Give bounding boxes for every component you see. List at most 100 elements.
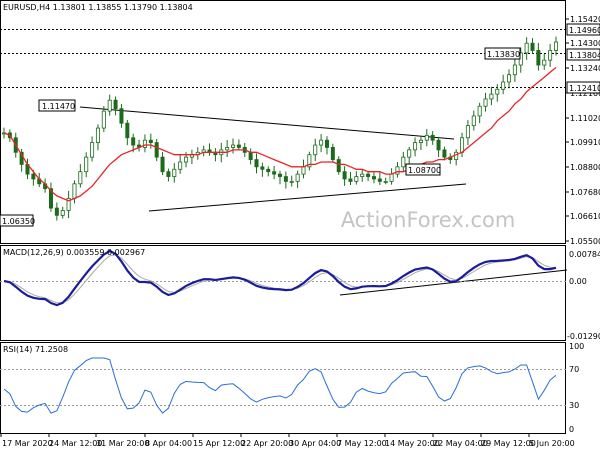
time-tick: 24 Mar 12:00: [49, 439, 102, 448]
candle-body: [371, 176, 376, 180]
candle-body: [307, 154, 312, 168]
candle-body: [424, 134, 429, 141]
candle-body: [113, 99, 118, 110]
rsi-tick: 0: [569, 425, 574, 434]
price-tick: 1.13240: [570, 64, 600, 73]
rsi-label: RSI(14) 71.2508: [3, 345, 68, 354]
candle-body: [395, 166, 400, 175]
candle-body: [166, 171, 171, 177]
moving-average-line: [3, 66, 557, 202]
candle-body: [324, 139, 329, 148]
candle-body: [272, 171, 277, 175]
candle-body: [542, 59, 547, 66]
candle-body: [148, 139, 153, 144]
candle-body: [407, 149, 412, 158]
candle-body: [107, 99, 112, 112]
candle-body: [289, 180, 294, 183]
candle-body: [301, 166, 306, 175]
candle-body: [389, 173, 394, 182]
macd-tick: 0.00: [569, 277, 587, 286]
price-tick: 1.09910: [570, 138, 600, 147]
candle-body: [260, 166, 265, 170]
candle-body: [524, 42, 529, 54]
time-tick: 14 May 20:00: [385, 439, 440, 448]
candle-body: [178, 161, 183, 170]
candle-body: [236, 144, 241, 148]
price-tick: 1.11020: [570, 114, 600, 123]
rsi-axis: 100 70 30 0: [569, 342, 584, 434]
candle-body: [477, 105, 482, 117]
candle-body: [536, 50, 541, 66]
candle-body: [330, 147, 335, 160]
annotation-low-mid: 1.08700: [408, 166, 441, 175]
candle-body: [225, 147, 230, 151]
price-tick: 1.05500: [570, 237, 600, 246]
candle-body: [283, 176, 288, 182]
candle-body: [172, 168, 177, 177]
macd-tick: 0.007841: [569, 250, 600, 259]
candle-body: [54, 207, 59, 216]
candle-body: [313, 144, 318, 156]
price-tick: 1.14300: [570, 39, 600, 48]
price-level-label-3: 1.12410: [569, 84, 600, 93]
candle-body: [366, 173, 371, 177]
candle-body: [295, 173, 300, 182]
candle-body: [360, 173, 365, 177]
time-tick: 15 Apr 12:00: [193, 439, 245, 448]
candle-body: [60, 210, 65, 216]
candle-body: [512, 64, 517, 76]
candle-body: [348, 178, 353, 182]
price-tick: 1.06610: [570, 212, 600, 221]
candle-body: [48, 188, 53, 209]
price-tick: 1.08800: [570, 163, 600, 172]
time-tick: 29 May 12:00: [481, 439, 536, 448]
candle-body: [460, 137, 465, 153]
candle-body: [184, 156, 189, 163]
time-tick: 5 Jun 20:00: [529, 439, 575, 448]
time-tick: 17 Mar 2020: [2, 439, 53, 448]
price-axis: 1.15420 1.14300 1.13240 1.12160 1.11020 …: [566, 15, 600, 246]
candle-body: [530, 42, 535, 51]
time-tick: 8 Apr 04:00: [145, 439, 192, 448]
rsi-tick: 70: [569, 365, 579, 374]
rsi-tick: 100: [569, 342, 584, 351]
candle-body: [554, 41, 559, 51]
macd-main-line: [3, 249, 557, 307]
candle-body: [319, 139, 324, 146]
candle-body: [442, 149, 447, 158]
time-tick: 22 May 04:00: [433, 439, 488, 448]
annotation-high-right: 1.13830: [487, 50, 520, 59]
candle-body: [430, 134, 435, 141]
candle-body: [377, 178, 382, 182]
rsi-tick: 30: [569, 401, 579, 410]
macd-label: MACD(12,26,9) 0.003559 0.002967: [3, 248, 145, 257]
price-tick: 1.15420: [570, 15, 600, 24]
candle-body: [95, 127, 100, 144]
candle-body: [248, 151, 253, 160]
time-tick: 22 Apr 20:00: [241, 439, 293, 448]
candle-body: [266, 168, 271, 173]
candle-body: [142, 139, 147, 148]
candle-body: [254, 159, 259, 168]
candle-body: [483, 98, 488, 107]
price-tick: 1.07680: [570, 188, 600, 197]
current-price-label: 1.13804: [569, 51, 600, 60]
candle-body: [489, 93, 494, 100]
candle-body: [160, 156, 165, 173]
time-tick: 30 Apr 04:00: [289, 439, 341, 448]
candle-body: [383, 180, 388, 183]
upper-trendline: [79, 106, 455, 140]
candle-body: [101, 110, 106, 129]
candle-body: [454, 151, 459, 160]
annotation-low-left: 1.06350: [2, 217, 35, 226]
time-tick: 7 May 12:00: [337, 439, 387, 448]
annotation-high-left: 1.11470: [42, 102, 75, 111]
time-tick: 31 Mar 20:00: [96, 439, 149, 448]
price-panel-frame: [0, 0, 566, 434]
candle-body: [436, 139, 441, 151]
watermark-text: ActionForex.com: [341, 208, 516, 232]
price-level-label-1: 1.14960: [569, 26, 600, 35]
candle-body: [354, 176, 359, 182]
candle-body: [495, 88, 500, 95]
